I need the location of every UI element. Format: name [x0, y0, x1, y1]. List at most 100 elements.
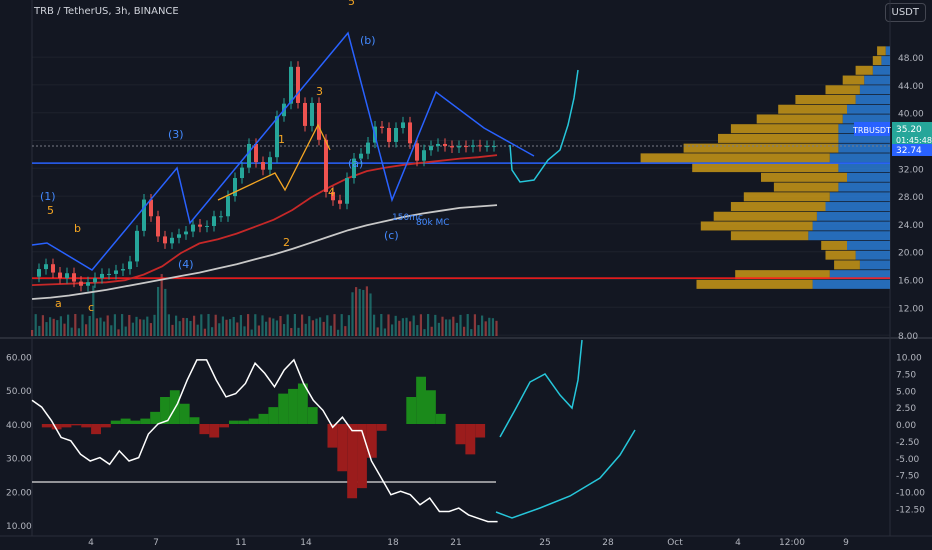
wave-label: 5	[47, 204, 54, 217]
volume-bar	[63, 323, 66, 336]
time-axis-label: 12:00	[779, 538, 805, 548]
volume-bar	[139, 319, 142, 336]
wave-label: 5	[348, 0, 355, 8]
candle	[72, 273, 76, 282]
volume-bar	[59, 316, 62, 336]
vp-down-bar	[756, 114, 843, 124]
price-axis-label: 40.00	[898, 110, 924, 120]
volume-bar	[365, 286, 368, 336]
time-axis-label: 9	[843, 538, 849, 548]
wave-label: a	[55, 297, 62, 310]
osc-right-axis-label: -2.50	[896, 438, 920, 448]
candle	[114, 270, 118, 274]
vp-down-bar	[825, 85, 860, 95]
volume-bar	[45, 322, 48, 336]
volume-bar	[437, 322, 440, 336]
volume-bar	[351, 292, 354, 336]
momentum-bar	[229, 420, 239, 424]
price-axis-label: 8.00	[898, 332, 918, 342]
momentum-bar	[51, 424, 62, 430]
vp-down-bar	[730, 202, 826, 212]
candle	[436, 143, 440, 147]
vp-up-bar	[829, 192, 890, 202]
volume-bar	[391, 324, 394, 336]
momentum-bar	[140, 418, 151, 424]
volume-bar	[279, 316, 282, 336]
volume-bar	[448, 319, 451, 336]
vp-down-bar	[696, 279, 813, 289]
candle	[226, 196, 230, 217]
candle	[408, 122, 412, 144]
volume-bar	[218, 323, 221, 336]
wave-label: b	[74, 222, 81, 235]
vp-down-bar	[735, 270, 830, 280]
currency-button[interactable]: USDT	[884, 3, 926, 22]
volume-bar	[409, 321, 412, 336]
volume-bar	[481, 315, 484, 336]
time-axis-label: 25	[539, 538, 550, 548]
volume-bar	[200, 314, 203, 336]
vp-up-bar	[829, 153, 890, 163]
price-axis-label: 32.00	[898, 165, 924, 175]
price-tag-bg	[892, 122, 932, 146]
candle	[366, 142, 370, 154]
vp-up-bar	[812, 221, 890, 231]
candle	[254, 143, 258, 163]
vp-down-bar	[692, 163, 839, 173]
volume-bar	[394, 315, 397, 336]
momentum-bar	[61, 424, 72, 428]
candle	[100, 273, 104, 279]
vp-down-bar	[730, 231, 809, 241]
volume-bar	[189, 320, 192, 336]
candle	[149, 199, 153, 217]
vp-down-bar	[761, 172, 847, 182]
momentum-bar	[71, 424, 82, 426]
vp-down-bar	[821, 240, 847, 250]
momentum-bar	[199, 424, 210, 435]
vp-up-bar	[838, 133, 890, 143]
volume-bar	[445, 319, 448, 336]
volume-bar	[221, 316, 224, 336]
candle	[422, 150, 426, 161]
momentum-bar	[366, 424, 377, 458]
countdown-tag: 01:45:48	[896, 136, 932, 145]
volume-bar	[347, 315, 350, 336]
volume-bar	[182, 317, 185, 336]
candle	[310, 102, 314, 126]
volume-bar	[135, 316, 138, 336]
wave-label-blue: (4)	[178, 258, 194, 271]
vp-up-bar	[838, 143, 890, 153]
level-tag: 32.74	[896, 146, 922, 156]
wave-subline	[217, 123, 331, 201]
vp-up-bar	[855, 250, 890, 260]
volume-bar	[430, 326, 433, 336]
volume-bar	[254, 314, 257, 336]
volume-bar	[88, 315, 91, 336]
candle	[303, 102, 307, 126]
momentum-bar	[41, 424, 52, 428]
momentum-bar	[238, 420, 249, 424]
volume-bar	[427, 314, 430, 336]
volume-bar	[52, 318, 55, 336]
volume-bar	[484, 321, 487, 336]
volume-bar	[283, 324, 286, 336]
wave-label-blue: (1)	[40, 190, 56, 203]
volume-bar	[142, 319, 145, 336]
volume-bar	[419, 314, 422, 336]
price-axis-label: 20.00	[898, 249, 924, 259]
candle	[247, 143, 251, 168]
osc-right-axis-label: 0.00	[896, 421, 916, 431]
volume-bar	[77, 328, 80, 336]
candle	[289, 66, 293, 104]
vp-up-bar	[838, 163, 890, 173]
volume-bar	[211, 327, 214, 336]
candle	[191, 224, 195, 232]
wave-label: c	[88, 301, 94, 314]
volume-bar	[250, 329, 253, 336]
candle	[275, 116, 279, 158]
time-axis-label: 18	[387, 538, 399, 548]
vp-up-bar	[838, 182, 890, 192]
momentum-bar	[455, 424, 466, 445]
candle	[464, 146, 468, 148]
